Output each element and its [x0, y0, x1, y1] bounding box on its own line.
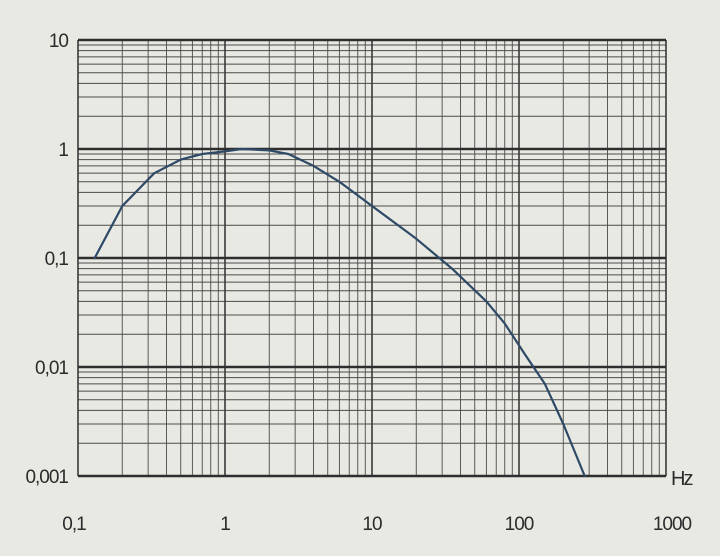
y-axis-tick-labels: 10 1 0,1 0,01 0,001	[25, 31, 69, 488]
y-tick-label: 0,01	[35, 358, 68, 379]
y-tick-label: 1	[58, 140, 68, 161]
y-tick-label: 10	[49, 31, 69, 52]
x-tick-label: 1000	[653, 514, 692, 535]
x-tick-label: 1	[220, 514, 230, 535]
x-tick-label: 10	[362, 514, 382, 535]
x-tick-label: 100	[505, 514, 534, 535]
y-tick-label: 0,1	[45, 249, 69, 270]
major-gridlines	[77, 38, 667, 478]
x-axis-tick-labels: 0,1 1 10 100 1000	[62, 514, 692, 535]
y-tick-label: 0,001	[25, 467, 68, 488]
x-tick-label: 0,1	[62, 514, 86, 535]
series-layer	[93, 147, 586, 478]
series-line-0	[93, 147, 586, 478]
x-axis-unit-label: Hz	[671, 468, 692, 490]
